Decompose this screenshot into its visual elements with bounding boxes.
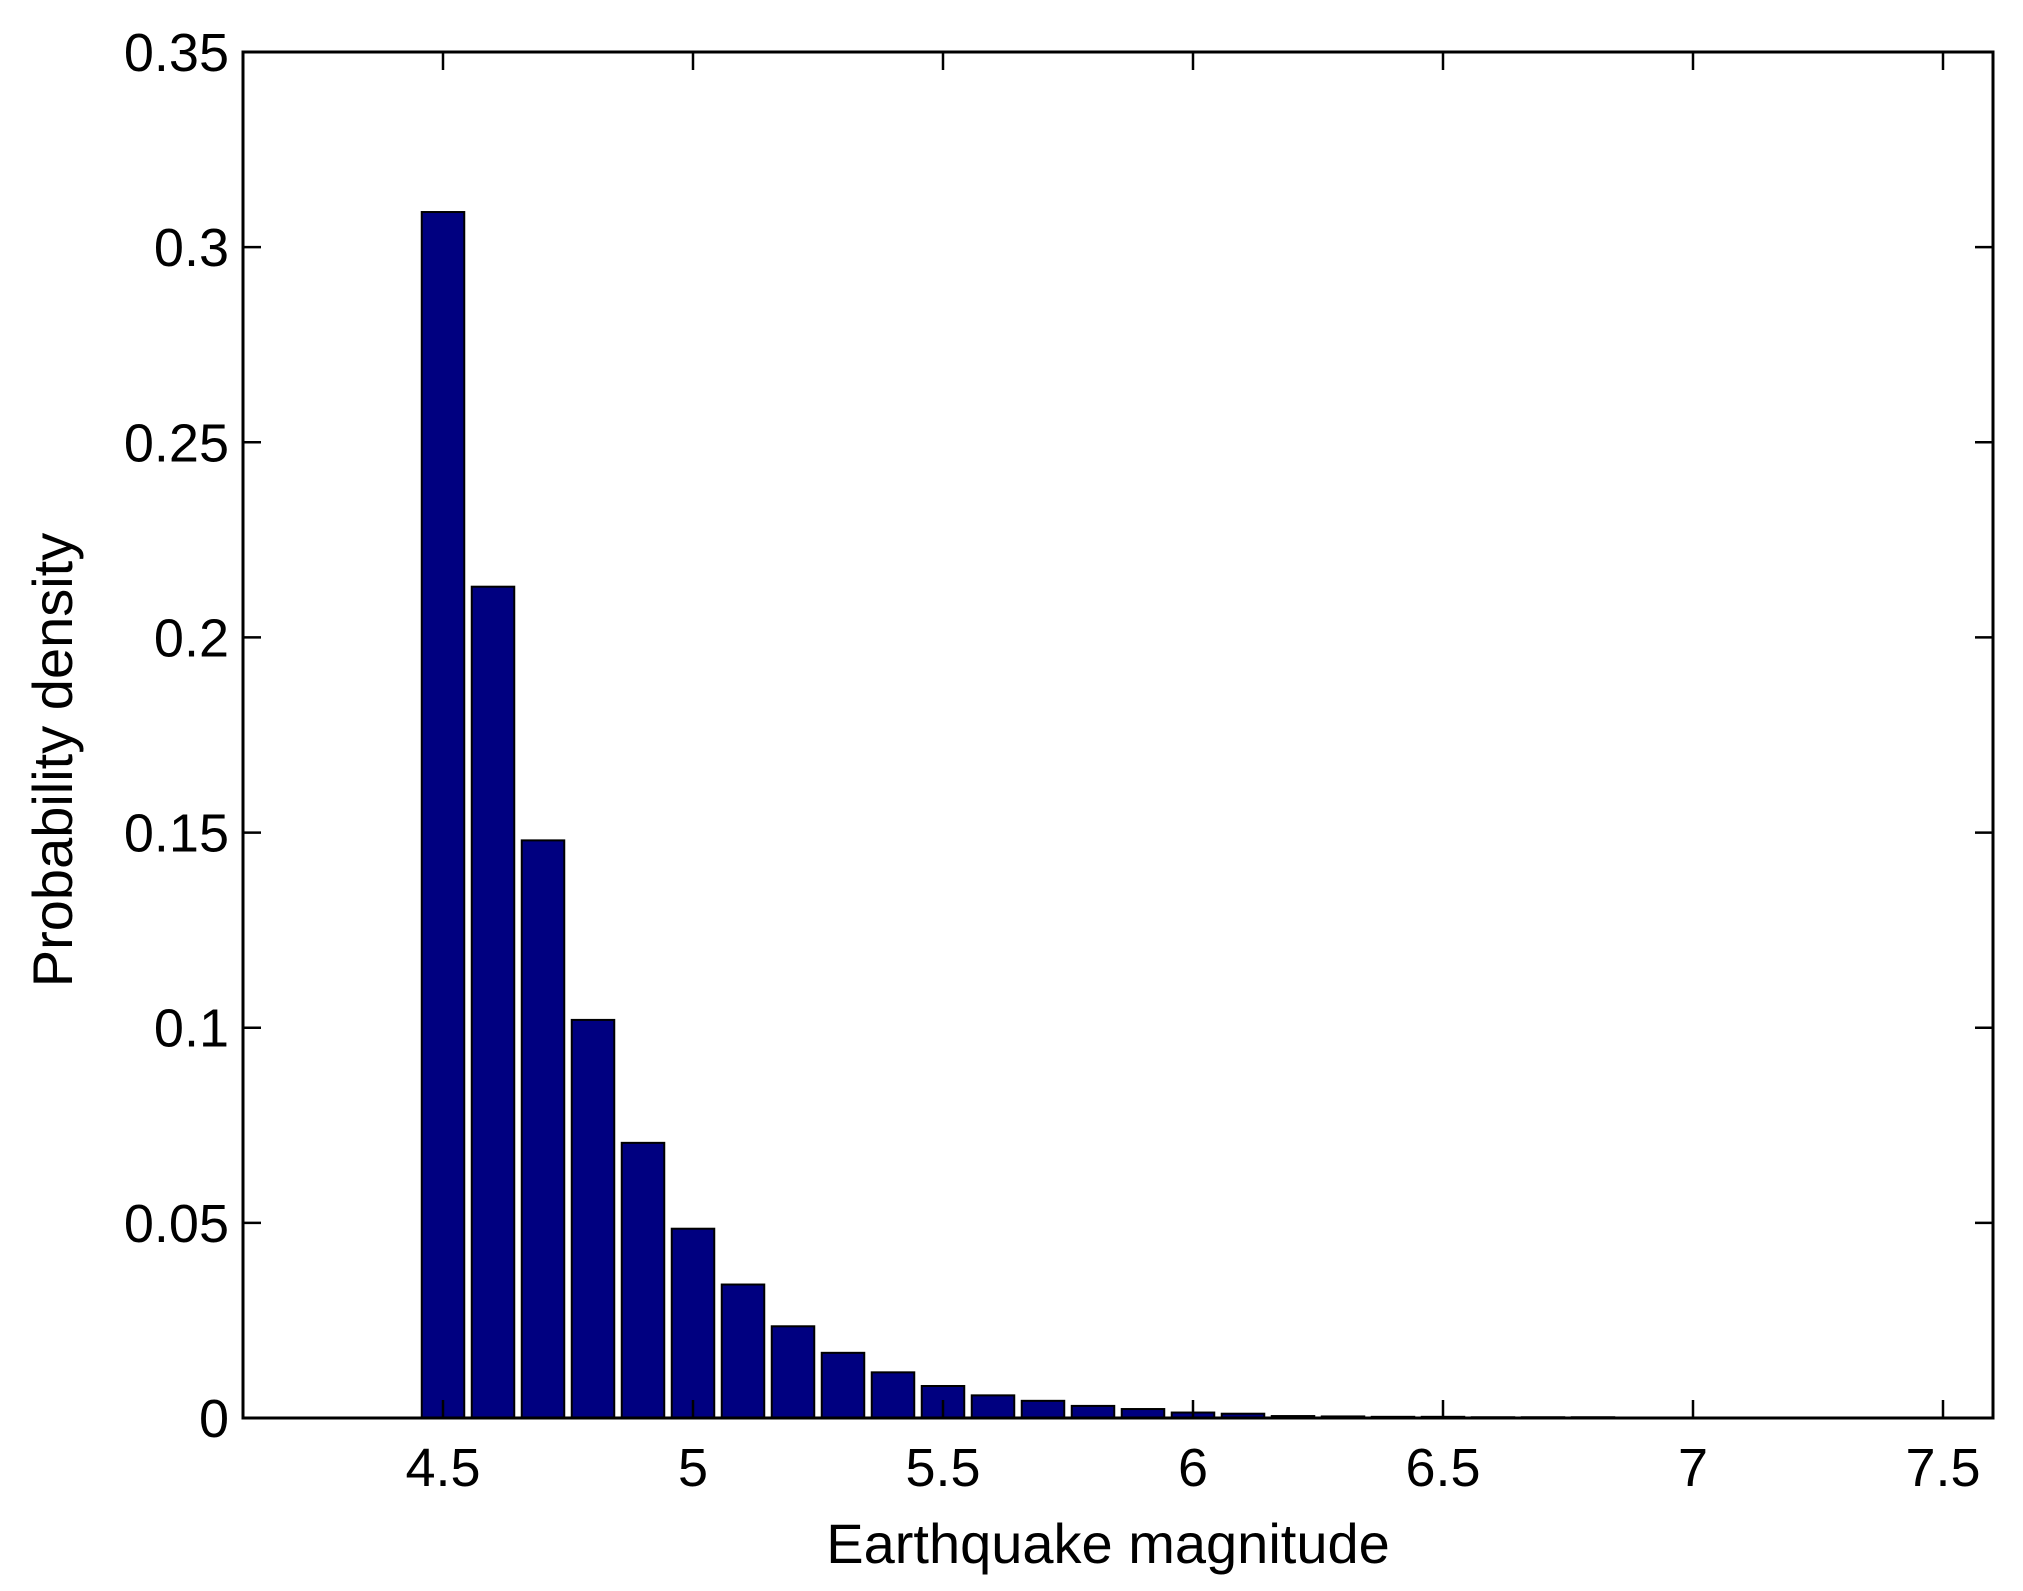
tick-labels-group: 4.5 5 5.5 6 6.5 7 7.5 0 0.05 0.1 0.15 0.2 0.25 0.3 0.3… (124, 23, 1981, 1498)
x-tick-label-3: 6 (1178, 1438, 1208, 1498)
x-tick-label-5: 7 (1678, 1438, 1708, 1498)
y-tick-label-5: 0.25 (124, 413, 229, 473)
bar-11 (970, 1394, 1016, 1419)
x-tick-label-6: 7.5 (1905, 1438, 1980, 1498)
x-tick-label-2: 5.5 (905, 1438, 980, 1498)
y-tick-label-6: 0.3 (154, 218, 229, 278)
bar-4 (620, 1141, 666, 1419)
bars-group (420, 211, 1966, 1420)
y-tick-label-1: 0.05 (124, 1194, 229, 1254)
bar-6 (720, 1283, 766, 1420)
bar-9 (870, 1371, 916, 1419)
bar-0 (420, 211, 466, 1420)
y-tick-label-2: 0.1 (154, 999, 229, 1059)
plot-frame (241, 50, 1995, 1420)
y-axis-label: Probability density (21, 533, 84, 987)
x-tick-label-0: 4.5 (405, 1438, 480, 1498)
y-tick-label-3: 0.15 (124, 804, 229, 864)
bar-2 (520, 839, 566, 1419)
bar-5 (670, 1227, 716, 1419)
bar-12 (1020, 1399, 1066, 1419)
y-tick-label-0: 0 (199, 1389, 229, 1449)
bar-1 (470, 585, 516, 1419)
x-tick-label-1: 5 (678, 1438, 708, 1498)
y-tick-label-7: 0.35 (124, 23, 229, 83)
bar-13 (1070, 1404, 1116, 1419)
y-tick-label-4: 0.2 (154, 608, 229, 668)
x-tick-label-4: 6.5 (1405, 1438, 1480, 1498)
bar-8 (820, 1351, 866, 1419)
bar-7 (770, 1325, 816, 1419)
x-axis-label: Earthquake magnitude (826, 1512, 1390, 1575)
bar-3 (570, 1018, 616, 1419)
